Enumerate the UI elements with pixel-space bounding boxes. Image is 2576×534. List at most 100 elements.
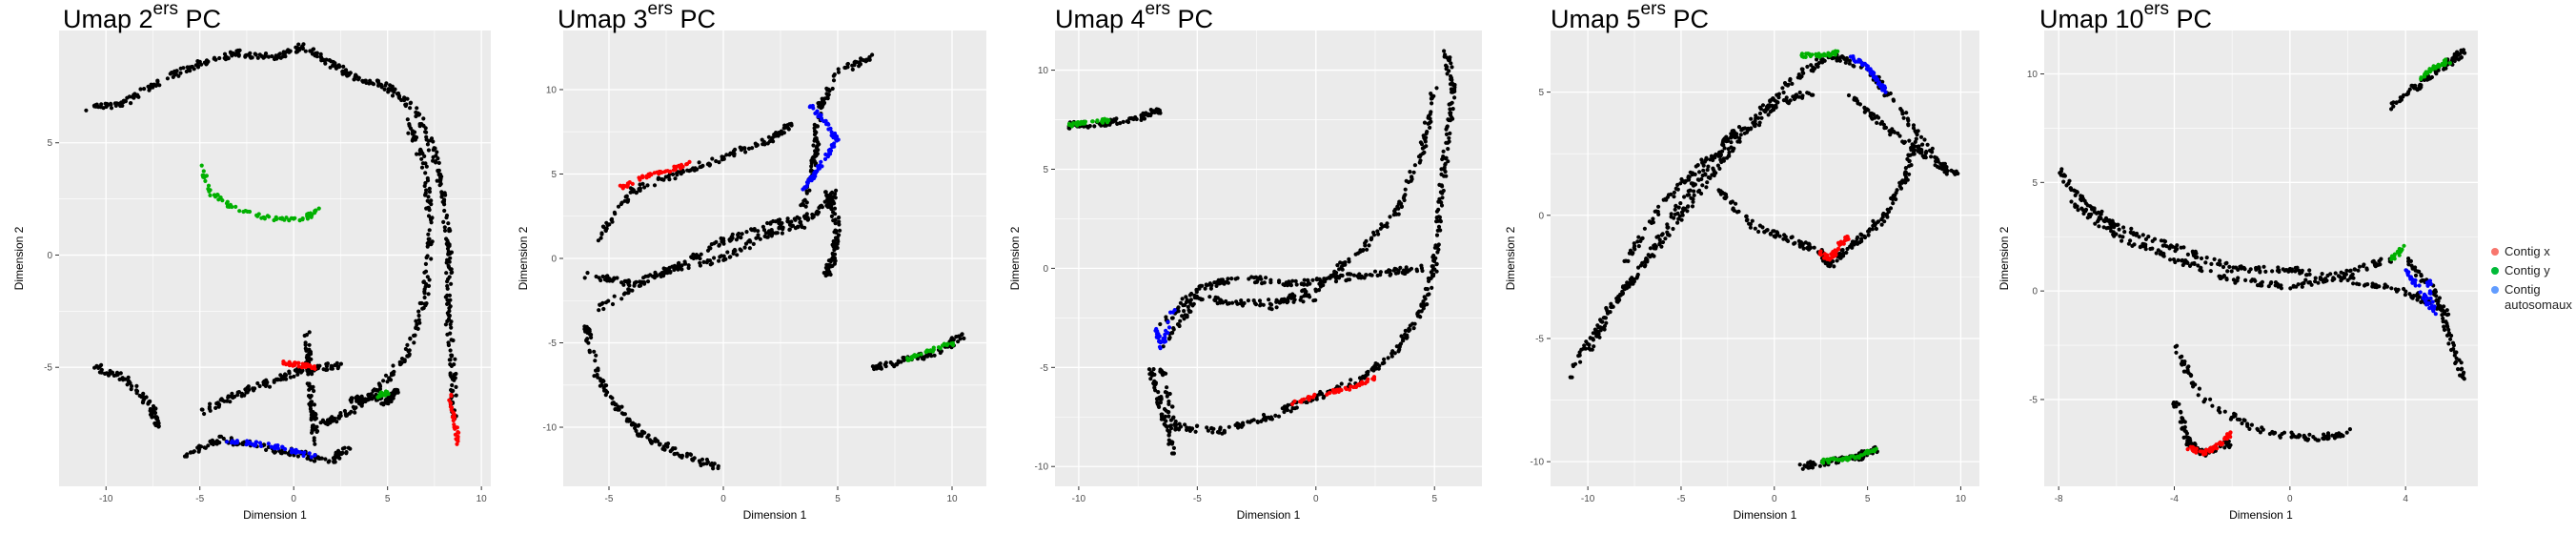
data-point: [452, 419, 456, 422]
data-point: [445, 258, 449, 262]
data-point: [127, 380, 131, 383]
data-point: [258, 384, 262, 388]
data-point: [1254, 276, 1258, 279]
data-point: [213, 56, 216, 60]
data-point: [1440, 203, 1444, 207]
data-point: [1302, 398, 1306, 401]
data-point: [451, 415, 455, 419]
data-point: [600, 380, 604, 383]
data-point: [310, 431, 314, 435]
data-point: [1661, 232, 1665, 236]
data-point: [415, 153, 418, 156]
data-point: [1172, 327, 1176, 331]
data-point: [1440, 183, 1444, 187]
data-point: [2394, 287, 2398, 291]
data-point: [274, 378, 278, 381]
data-point: [1426, 287, 1430, 291]
data-point: [1800, 68, 1804, 72]
data-point: [126, 382, 130, 386]
data-point: [276, 55, 280, 59]
data-point: [1801, 467, 1805, 471]
x-axis-label: Dimension 1: [2229, 508, 2293, 522]
data-point: [716, 466, 720, 470]
data-point: [1946, 169, 1950, 173]
data-point: [1167, 337, 1171, 340]
data-point: [444, 322, 448, 326]
data-point: [1612, 305, 1615, 309]
data-point: [1269, 303, 1273, 307]
data-point: [92, 366, 96, 370]
data-point: [1365, 248, 1369, 252]
data-point: [1717, 151, 1721, 154]
data-point: [1369, 237, 1373, 241]
data-point: [387, 377, 391, 380]
data-point: [1869, 112, 1873, 115]
data-point: [425, 165, 429, 169]
data-point: [1693, 194, 1696, 197]
data-point: [355, 395, 359, 399]
data-point: [1259, 277, 1263, 281]
data-point: [1412, 171, 1416, 175]
data-point: [836, 242, 840, 246]
y-tick-label: 5: [551, 170, 557, 180]
data-point: [619, 202, 623, 206]
data-point: [449, 282, 453, 286]
data-point: [834, 231, 838, 235]
data-point: [1167, 325, 1171, 329]
data-point: [2194, 256, 2198, 259]
data-point: [1603, 324, 1607, 328]
y-tick-label: -5: [1040, 363, 1048, 374]
data-point: [306, 216, 310, 219]
data-point: [962, 337, 965, 340]
data-point: [1579, 348, 1583, 352]
data-point: [640, 182, 644, 186]
data-point: [632, 188, 636, 192]
data-point: [423, 184, 427, 188]
data-point: [1863, 236, 1867, 239]
data-point: [346, 73, 350, 77]
data-point: [614, 402, 618, 406]
data-point: [1649, 246, 1653, 250]
data-point: [1597, 336, 1601, 339]
data-point: [2389, 107, 2393, 111]
data-point: [319, 56, 323, 60]
data-point: [1229, 277, 1233, 280]
data-point: [258, 441, 262, 444]
data-point: [244, 53, 248, 57]
data-point: [1199, 284, 1203, 288]
data-point: [1587, 343, 1591, 347]
data-point: [2061, 180, 2065, 184]
data-point: [115, 372, 119, 376]
data-point: [1785, 99, 1789, 103]
data-point: [853, 60, 857, 64]
data-point: [456, 431, 460, 435]
data-point: [613, 211, 617, 215]
data-point: [1443, 54, 1447, 58]
data-point: [1209, 426, 1213, 430]
data-point: [1807, 52, 1811, 56]
data-point: [1273, 414, 1277, 418]
data-point: [698, 160, 701, 164]
data-point: [661, 178, 665, 182]
data-point: [296, 454, 300, 458]
data-point: [151, 86, 154, 90]
data-point: [2066, 181, 2070, 185]
data-point: [805, 212, 809, 216]
data-point: [659, 442, 662, 446]
data-point: [1341, 268, 1345, 272]
data-point: [1347, 257, 1350, 261]
data-point: [307, 351, 311, 355]
data-point: [226, 204, 230, 208]
data-point: [1310, 278, 1314, 282]
data-point: [84, 109, 88, 113]
data-point: [833, 262, 837, 266]
data-point: [1678, 215, 1682, 218]
data-point: [2111, 220, 2115, 224]
data-point: [1790, 236, 1794, 239]
data-point: [1920, 143, 1924, 147]
data-point: [714, 159, 718, 163]
data-point: [223, 52, 227, 56]
data-point: [1704, 185, 1708, 189]
x-tick-label: -4: [2170, 494, 2179, 504]
